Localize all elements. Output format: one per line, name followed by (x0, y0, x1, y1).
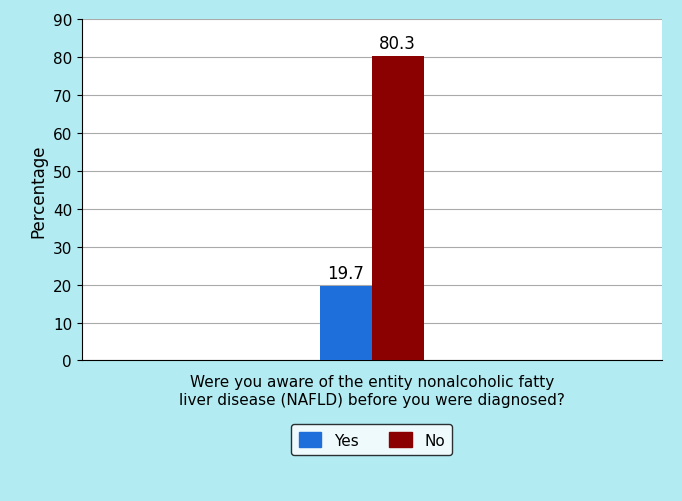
Bar (372, 57, 424, 361)
Y-axis label: Percentage: Percentage (29, 144, 47, 237)
Text: 19.7: 19.7 (327, 265, 364, 283)
Legend: Yes, No: Yes, No (291, 424, 452, 455)
Bar (319, 286, 372, 361)
X-axis label: Were you aware of the entity nonalcoholic fatty
liver disease (NAFLD) before you: Were you aware of the entity nonalcoholi… (179, 375, 565, 407)
Text: 80.3: 80.3 (379, 35, 416, 53)
